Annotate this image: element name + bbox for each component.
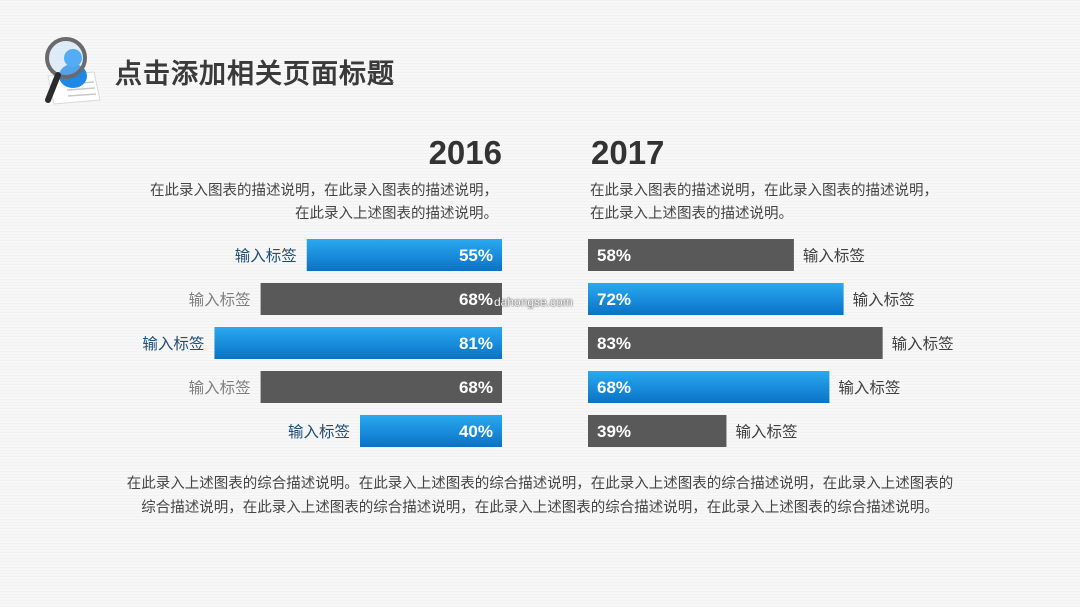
bar-2017-1 (588, 239, 794, 271)
bar-2017-2 (588, 283, 844, 315)
value-label-2016-5: 40% (459, 422, 493, 441)
description-line: 在此录入图表的描述说明，在此录入图表的描述说明， (590, 183, 938, 199)
bar-2017-4 (588, 371, 830, 403)
value-label-2017-3: 83% (597, 334, 631, 353)
bar-2016-4 (260, 371, 502, 403)
bar-2016-3 (214, 327, 502, 359)
page-title: 点击添加相关页面标题 (115, 59, 395, 90)
category-label-2017-4: 输入标签 (838, 379, 900, 397)
category-label-2017-2: 输入标签 (853, 291, 915, 309)
description-line: 在此录入上述图表的描述说明。 (295, 206, 498, 222)
value-label-2017-2: 72% (597, 290, 631, 309)
category-label-2016-4: 输入标签 (189, 379, 251, 397)
category-label-2016-3: 输入标签 (142, 335, 204, 353)
value-label-2016-4: 68% (459, 378, 493, 397)
bar-2016-2 (260, 283, 502, 315)
category-label-2017-3: 输入标签 (892, 335, 954, 353)
category-label-2017-1: 输入标签 (803, 247, 865, 265)
value-label-2016-1: 55% (459, 246, 493, 265)
description-line: 在此录入上述图表的描述说明。 (590, 206, 793, 222)
bar-2016-5 (360, 415, 502, 447)
category-label-2017-5: 输入标签 (735, 423, 797, 441)
value-label-2016-3: 81% (459, 334, 493, 353)
category-label-2016-2: 输入标签 (189, 291, 251, 309)
magnifier-person-icon (45, 37, 101, 105)
value-label-2017-1: 58% (597, 246, 631, 265)
year-2017-heading: 2017 (591, 134, 665, 171)
category-label-2016-1: 输入标签 (235, 247, 297, 265)
description-line: 在此录入图表的描述说明，在此录入图表的描述说明， (150, 183, 498, 199)
bar-2017-5 (588, 415, 727, 447)
value-label-2017-4: 68% (597, 378, 631, 397)
watermark-text: dahongse.com (494, 295, 573, 309)
category-label-2016-5: 输入标签 (288, 423, 350, 441)
summary-text: 在此录入上述图表的综合描述说明。在此录入上述图表的综合描述说明，在此录入上述图表… (126, 476, 954, 516)
value-label-2016-2: 68% (459, 290, 493, 309)
value-label-2017-5: 39% (597, 422, 631, 441)
description-2016: 在此录入图表的描述说明，在此录入图表的描述说明， 在此录入上述图表的描述说明。 (150, 180, 498, 226)
bar-2017-3 (588, 327, 883, 359)
bar-2016-1 (306, 239, 502, 271)
year-2016-heading: 2016 (428, 134, 502, 171)
description-2017: 在此录入图表的描述说明，在此录入图表的描述说明， 在此录入上述图表的描述说明。 (590, 180, 938, 226)
